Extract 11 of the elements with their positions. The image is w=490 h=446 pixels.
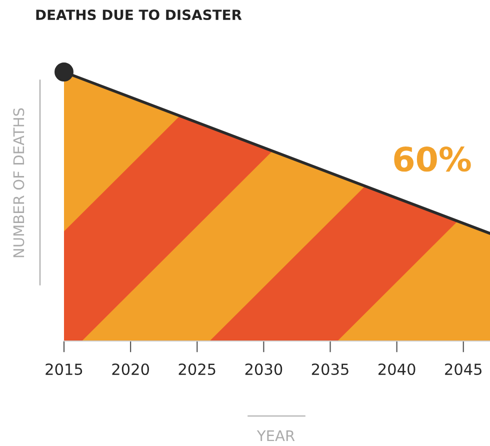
- x-tick-label: 2040: [378, 363, 416, 376]
- x-axis-title: YEAR: [256, 430, 295, 442]
- x-tick-label: 2045: [445, 363, 482, 376]
- y-axis-title: NUMBER OF DEATHS: [13, 108, 24, 258]
- x-tick-label: 2035: [312, 363, 348, 376]
- annotation: 60%: [394, 146, 471, 172]
- x-tick-label: 2025: [178, 363, 216, 376]
- x-tick-label: 2030: [245, 363, 282, 376]
- x-tick-label: 2020: [112, 363, 149, 376]
- x-tick-label: 2015: [46, 363, 82, 376]
- chart-title: DEATHS DUE TO DISASTER: [36, 10, 242, 20]
